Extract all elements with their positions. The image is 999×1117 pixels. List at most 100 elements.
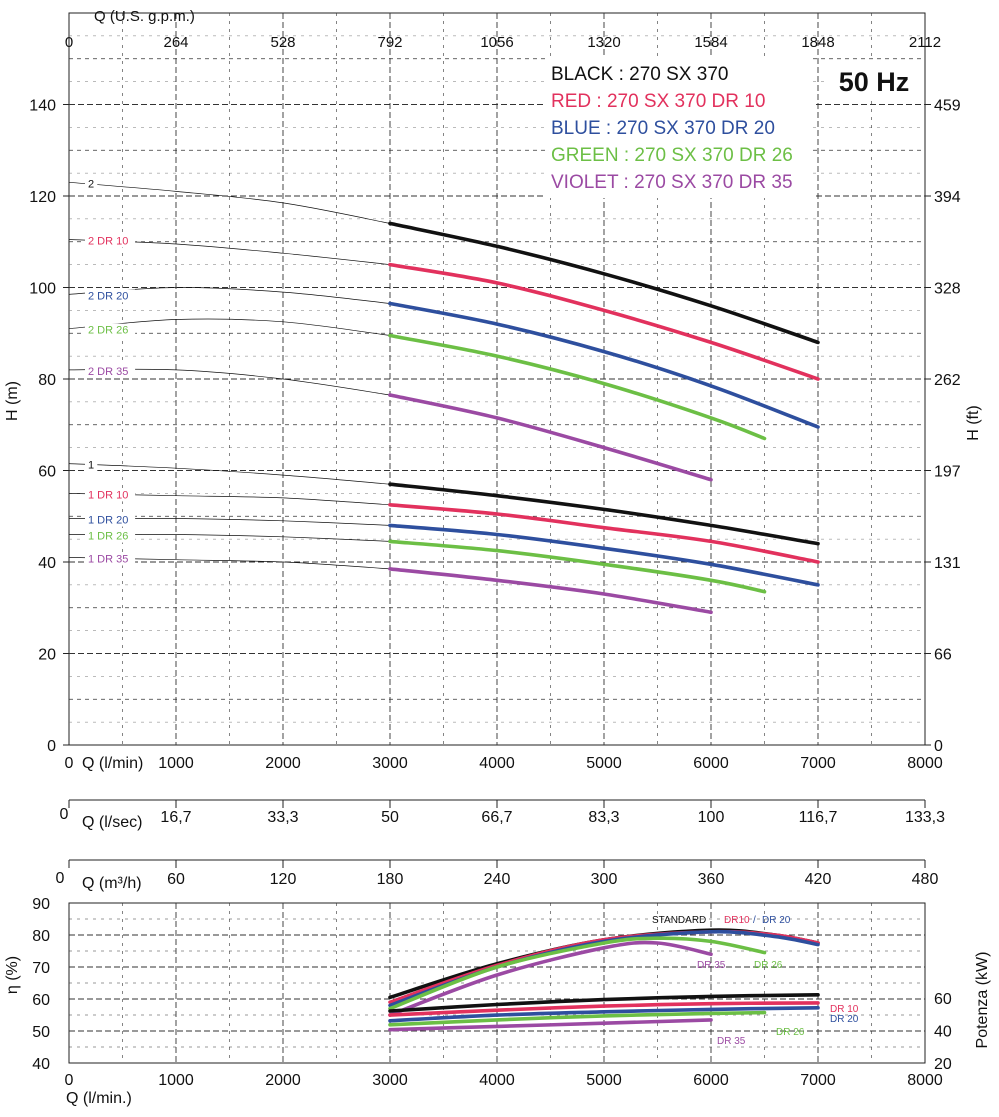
bottom-q-axis-label: Q (l/min.) <box>66 1090 132 1107</box>
head-curve-thin <box>68 181 391 224</box>
q-m3h-tick-label: 60 <box>167 871 185 888</box>
h-m-tick-label: 60 <box>38 464 56 481</box>
head-curve-bold <box>388 523 820 587</box>
head-curve-bold <box>388 539 767 594</box>
eff-tick-label: 70 <box>32 960 50 977</box>
head-curve-bold <box>388 221 820 345</box>
head-curve-bold <box>388 262 820 381</box>
head-curve-label-bg <box>85 234 136 248</box>
axes: Q (U.S. g.p.m.) 0 264 528 792 1056 1320 1584 184… <box>4 8 991 1107</box>
legend-background <box>545 58 813 198</box>
eff-label-dr26: DR 26 <box>754 960 783 971</box>
curves <box>68 181 820 1032</box>
eff-label-dr10: DR10 <box>724 915 750 926</box>
bottom-q-tick-label: 0 <box>65 1072 74 1089</box>
eff-tick-label: 50 <box>32 1024 50 1041</box>
h-m-axis-label: H (m) <box>4 381 21 421</box>
h-m-tick-label: 140 <box>29 98 56 115</box>
q-lsec-tick-label: 16,7 <box>160 809 191 826</box>
head-curve-label-bg <box>85 289 136 303</box>
power-label-dr35: DR 35 <box>717 1036 746 1047</box>
top-axis-tick-label: 1584 <box>694 34 727 51</box>
q-lsec-tick-label: 33,3 <box>267 809 298 826</box>
q-lsec-tick-label: 133,3 <box>905 809 945 826</box>
q-m3h-axis-label: Q (m³/h) <box>82 875 142 892</box>
q-lmin-tick-label: 3000 <box>372 755 408 772</box>
power-tick-label: 40 <box>934 1024 952 1041</box>
power-curve <box>388 1010 767 1027</box>
top-axis-tick-label: 264 <box>163 34 188 51</box>
head-curve-label: 1 DR 35 <box>88 553 128 565</box>
q-m3h-tick-label: 120 <box>270 871 297 888</box>
power-label-dr26: DR 26 <box>776 1027 805 1038</box>
head-curve-label: 2 DR 35 <box>88 366 128 378</box>
head-curve-label: 1 DR 26 <box>88 531 128 543</box>
q-m3h-zero: 0 <box>56 870 65 887</box>
head-curve-label: 1 <box>88 460 94 472</box>
q-lmin-tick-label: 8000 <box>907 755 943 772</box>
h-m-tick-label: 0 <box>47 738 56 755</box>
legend-entry: RED : 270 SX 370 DR 10 <box>551 91 765 112</box>
head-curve-label: 2 <box>88 178 94 190</box>
head-curve-label: 2 DR 10 <box>88 235 128 247</box>
h-m-tick-label: 120 <box>29 189 56 206</box>
q-lsec-tick-label: 50 <box>381 809 399 826</box>
q-lmin-tick-label: 1000 <box>158 755 194 772</box>
q-lmin-tick-label: 2000 <box>265 755 301 772</box>
top-axis-tick-label: 792 <box>377 34 402 51</box>
q-m3h-tick-label: 180 <box>377 871 404 888</box>
power-axis-label: Potenza (kW) <box>974 952 991 1049</box>
q-lsec-tick-label: 66,7 <box>481 809 512 826</box>
bottom-q-tick-label: 2000 <box>265 1072 301 1089</box>
head-curve-thin <box>68 463 391 485</box>
head-curve-label-bg <box>85 488 136 502</box>
eff-label-standard: STANDARD <box>652 915 706 926</box>
eff-label-dr20: DR 20 <box>762 915 791 926</box>
eff-tick-label: 90 <box>32 896 50 913</box>
bottom-q-tick-label: 8000 <box>907 1072 943 1089</box>
head-curve-label-bg <box>85 458 98 472</box>
head-curve-bold <box>388 393 713 482</box>
bottom-q-tick-label: 1000 <box>158 1072 194 1089</box>
head-curve-label-bg <box>85 323 136 337</box>
q-m3h-tick-label: 480 <box>912 871 939 888</box>
q-lmin-tick-label: 4000 <box>479 755 515 772</box>
h-m-tick-label: 80 <box>38 372 56 389</box>
q-lmin-tick-label: 0 <box>65 755 74 772</box>
labels: 2 2 DR 10 2 DR 20 2 DR 26 2 DR 35 1 1 DR 10 1 D… <box>85 177 859 1047</box>
head-curve-bold <box>388 333 767 441</box>
h-ft-tick-label: 459 <box>934 98 961 115</box>
power-label-dr10: DR 10 <box>830 1004 859 1015</box>
eff-tick-label: 80 <box>32 928 50 945</box>
eff-axis-label: η (%) <box>4 956 21 994</box>
title-background <box>826 60 920 100</box>
h-ft-tick-label: 66 <box>934 647 952 664</box>
power-curve <box>388 1006 820 1023</box>
efficiency-curve <box>388 936 767 1011</box>
eff-label-slash: / <box>753 915 756 926</box>
q-m3h-tick-label: 240 <box>484 871 511 888</box>
h-ft-tick-label: 328 <box>934 281 961 298</box>
head-curve-bold <box>388 301 820 429</box>
eff-tick-label: 60 <box>32 992 50 1009</box>
eff-label-dr35: DR 35 <box>697 960 726 971</box>
head-curve-bold <box>388 567 713 615</box>
bottom-q-tick-label: 7000 <box>800 1072 836 1089</box>
head-curve-bold <box>388 503 820 564</box>
h-ft-tick-label: 262 <box>934 372 961 389</box>
q-m3h-tick-label: 420 <box>805 871 832 888</box>
efficiency-curve <box>388 940 713 1017</box>
q-m3h-tick-label: 360 <box>698 871 725 888</box>
h-ft-tick-label: 131 <box>934 555 961 572</box>
power-curve <box>388 1001 820 1017</box>
head-curve-label-bg <box>85 513 136 527</box>
legend-entry: BLACK : 270 SX 370 <box>551 64 728 85</box>
chart-title: 50 Hz <box>839 67 910 97</box>
power-tick-label: 20 <box>934 1056 952 1073</box>
power-curve <box>388 1018 713 1032</box>
top-axis-tick-label: 2112 <box>909 34 941 51</box>
top-axis-tick-label: 0 <box>65 34 73 51</box>
q-lmin-axis-label: Q (l/min) <box>82 755 143 772</box>
eff-tick-label: 40 <box>32 1056 50 1073</box>
